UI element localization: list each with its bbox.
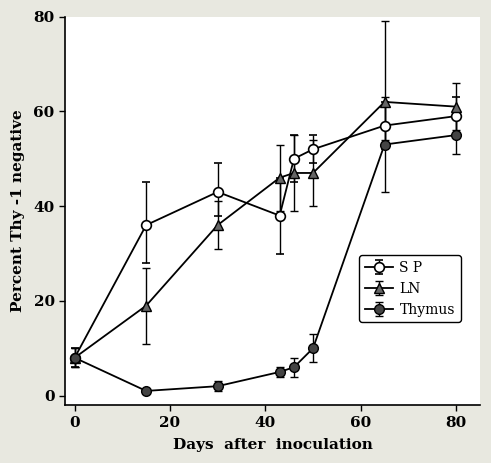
Legend: S P, LN, Thymus: S P, LN, Thymus [359, 255, 461, 322]
X-axis label: Days  after  inoculation: Days after inoculation [172, 438, 373, 452]
Y-axis label: Percent Thy -1 negative: Percent Thy -1 negative [11, 110, 25, 312]
